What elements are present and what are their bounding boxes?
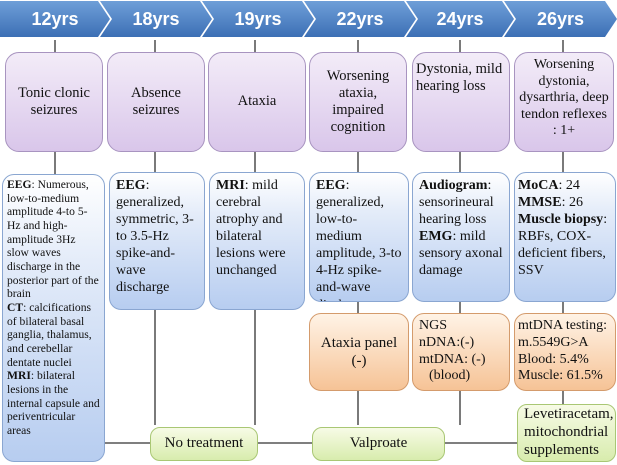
mri-finding: MRI: mild cerebral atrophy and bilateral… [216,178,286,279]
timeline-bar: 12yrs 18yrs 19yrs 22yrs 24yrs 26yrs [0,0,617,40]
symptom-box-18yrs: Absence seizures [107,52,205,152]
symptom-box-22yrs: Worsening ataxia, impaired cognition [309,52,407,152]
exam-box-12yrs: EEG: Numerous, low-to-medium amplitude 4… [2,174,105,462]
genetic-box-26yrs: mtDNA testing: m.5549G>A Blood: 5.4% Mus… [514,313,616,391]
exam-box-18yrs: EEG: generalized, symmetric, 3- to 3.5-H… [109,172,205,310]
timeline-step-22yrs: 22yrs [304,1,416,37]
symptom-text: Dystonia, mild hearing loss [416,61,503,95]
symptom-box-12yrs: Tonic clonic seizures [5,52,103,152]
treatment-valproate: Valproate [312,427,445,461]
symptom-text: Ataxia [237,93,277,110]
eeg-finding: EEG: generalized, symmetric, 3- to 3.5-H… [116,178,194,296]
audiogram-finding: Audiogram: sensorineural hearing loss [419,178,494,228]
genetic-box-22yrs: Ataxia panel (-) [309,313,409,391]
symptom-text: Worsening dystonia, dysarthria, deep ten… [519,57,609,139]
muscle-biopsy-finding: Muscle biopsy: RBFs, COX-deficient fiber… [518,212,608,279]
exam-box-26yrs: MoCA: 24 MMSE: 26 Muscle biopsy: RBFs, C… [514,172,616,302]
mutation: m.5549G>A [518,334,589,350]
timeline-step-24yrs: 24yrs [406,1,514,37]
symptom-box-24yrs: Dystonia, mild hearing loss [412,52,510,152]
genetic-box-24yrs: NGS nDNA:(-) mtDNA: (-) (blood) [412,313,510,391]
mri-finding: MRI: bilateral lesions in the internal c… [7,369,100,438]
sample-type: (blood) [429,368,471,384]
treatment-levetiracetam: Levetiracetam, mitochondrial supplements [517,404,616,462]
ct-finding: CT: calcifications of bilateral basal ga… [7,301,92,369]
blood-heteroplasmy: Blood: 5.4% [518,351,589,367]
symptom-text: Worsening ataxia, impaired cognition [326,67,390,136]
exam-box-22yrs: EEG: generalized, low-to-medium amplitud… [309,172,409,302]
muscle-heteroplasmy: Muscle: 61.5% [518,368,603,384]
emg-finding: EMG: mild sensory axonal damage [419,229,503,279]
ndna-result: nDNA:(-) [419,334,475,350]
moca-score: MoCA: 24 [518,178,580,193]
mtdna-result: mtDNA: (-) [419,351,486,367]
ataxia-panel-result: Ataxia panel (-) [320,335,398,369]
mtdna-testing-label: mtDNA testing: [518,318,608,333]
symptom-box-19yrs: Ataxia [208,52,306,152]
symptom-text: Absence seizures [131,84,181,118]
timeline-step-19yrs: 19yrs [202,1,314,37]
symptom-box-26yrs: Worsening dystonia, dysarthria, deep ten… [514,52,614,152]
timeline-step-12yrs: 12yrs [0,1,110,37]
eeg-finding: EEG: generalized, low-to-medium amplitud… [316,178,402,301]
mmse-score: MMSE: 26 [518,195,583,211]
symptom-text: Tonic clonic seizures [18,84,90,118]
timeline-step-26yrs: 26yrs [504,1,617,37]
exam-box-19yrs: MRI: mild cerebral atrophy and bilateral… [209,172,305,310]
exam-box-24yrs: Audiogram: sensorineural hearing loss EM… [412,172,510,302]
timeline-step-18yrs: 18yrs [100,1,212,37]
eeg-finding: EEG: Numerous, low-to-medium amplitude 4… [7,178,99,301]
ngs-label: NGS [419,318,448,333]
treatment-no-treatment: No treatment [150,427,258,461]
